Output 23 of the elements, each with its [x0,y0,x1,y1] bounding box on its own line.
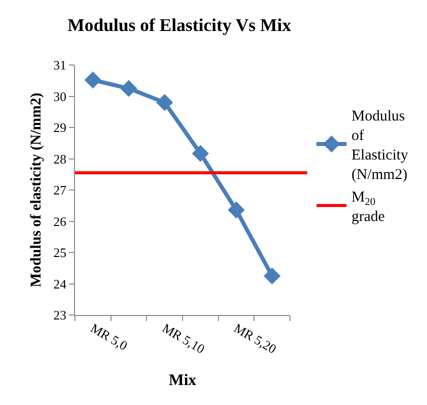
point [120,80,138,97]
x-axis-title: Mix [168,372,196,390]
y-tick-label: 28 [53,151,66,166]
chart-title: Modulus of Elasticity Vs Mix [67,14,292,35]
y-tick-label: 24 [53,276,67,292]
y-tick-label: 26 [53,214,67,229]
legend-label: Modulus of Elasticity (N/mm2) [352,108,409,184]
y-axis-title: Modulus of elasticity (N/mm2) [28,92,45,288]
y-tick-label: 29 [53,120,66,136]
legend-label: M$_{20}$ grade [352,190,386,226]
point [156,94,174,111]
y-tick-label: 27 [53,182,67,198]
point [84,72,102,88]
point [228,202,245,218]
x-tick-label: MR 5,0 [88,320,130,354]
y-tick-label: 30 [53,88,66,104]
point [192,144,209,162]
x-tick-label: MR 5,10 [160,320,208,356]
x-tick-label: MR 5,20 [232,320,280,356]
y-tick-label: 25 [53,245,66,260]
y-tick-label: 23 [53,308,66,323]
point [264,267,281,284]
y-tick-label: 31 [53,58,66,73]
